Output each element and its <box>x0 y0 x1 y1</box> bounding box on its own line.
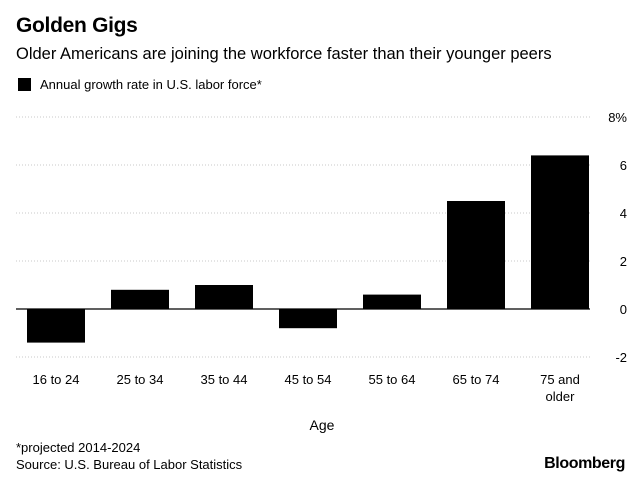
bar <box>111 289 169 309</box>
x-tick-label: 45 to 54 <box>285 372 332 387</box>
x-tick-label: 65 to 74 <box>453 372 500 387</box>
x-tick-label: 35 to 44 <box>201 372 248 387</box>
bar <box>447 201 505 309</box>
chart-title: Golden Gigs <box>16 14 138 37</box>
y-tick-label: 6 <box>620 158 627 173</box>
x-tick-label: 16 to 24 <box>33 372 80 387</box>
y-axis-ticks: 8% 6 4 2 0 -2 <box>608 110 627 365</box>
bar-chart: 8% 6 4 2 0 -2 16 to 24 25 to 34 35 to 44 45 to 5… <box>16 110 627 433</box>
bar <box>363 294 421 309</box>
bar <box>531 155 589 309</box>
x-axis-ticks: 16 to 24 25 to 34 35 to 44 45 to 54 55 to 64… <box>33 372 580 404</box>
y-tick-label: 2 <box>620 254 627 269</box>
y-tick-label: -2 <box>615 350 627 365</box>
x-tick-label: 25 to 34 <box>117 372 164 387</box>
y-tick-label: 4 <box>620 206 627 221</box>
bar-layer <box>27 155 589 343</box>
source-note: Source: U.S. Bureau of Labor Statistics <box>16 457 243 472</box>
x-axis-title: Age <box>310 417 335 433</box>
chart-subtitle: Older Americans are joining the workforc… <box>16 45 552 63</box>
bar <box>195 285 253 309</box>
bloomberg-logo: Bloomberg <box>544 455 625 472</box>
x-tick-label: 55 to 64 <box>369 372 416 387</box>
y-tick-label: 8% <box>608 110 627 125</box>
legend-label: Annual growth rate in U.S. labor force* <box>40 77 262 92</box>
x-tick-label: 75 and older <box>540 372 580 404</box>
legend: Annual growth rate in U.S. labor force* <box>18 77 262 92</box>
legend-swatch <box>18 78 31 91</box>
bar <box>279 309 337 329</box>
y-tick-label: 0 <box>620 302 627 317</box>
footnote: *projected 2014-2024 <box>16 440 141 455</box>
bar <box>27 309 85 343</box>
